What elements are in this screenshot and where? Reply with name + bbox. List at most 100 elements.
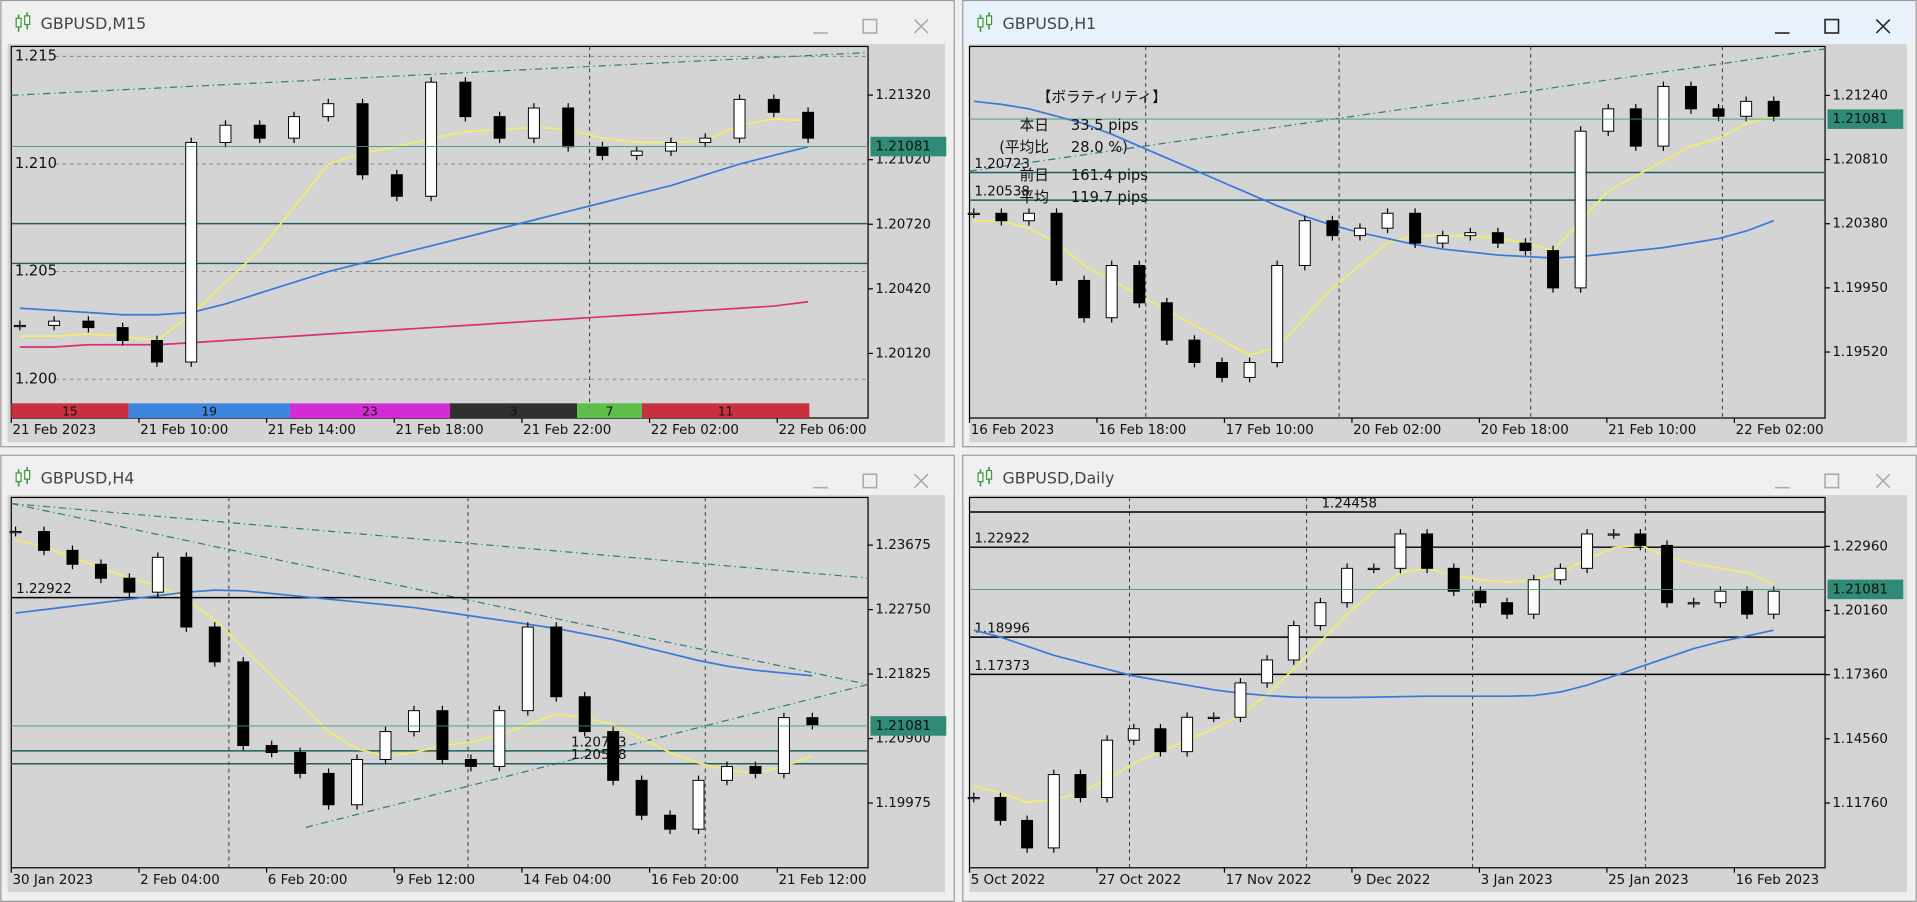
x-tick-label: 21 Feb 22:00 [523, 423, 611, 438]
x-tick-label: 20 Feb 02:00 [1353, 423, 1441, 438]
x-tick-label: 21 Feb 10:00 [1608, 423, 1696, 438]
x-tick-label: 20 Feb 18:00 [1481, 423, 1569, 438]
x-tick-label: 22 Feb 02:00 [651, 423, 739, 438]
x-tick-label: 9 Feb 12:00 [395, 873, 475, 888]
x-tick-label: 21 Feb 2023 [13, 423, 97, 438]
candle [1261, 659, 1274, 684]
candle [459, 81, 472, 118]
candle [1464, 232, 1477, 237]
panel-value: 119.7 pips [1071, 189, 1148, 206]
candle [253, 124, 266, 139]
x-tick-label: 16 Feb 2023 [1736, 873, 1820, 888]
y-tick-label: 1.21320 [875, 88, 931, 103]
candle [777, 717, 790, 774]
chart-area [969, 495, 1907, 893]
window-title: GBPUSD,M15 [41, 14, 147, 33]
moving-average [19, 145, 809, 316]
chart-window: GBPUSD,Daily 1.22960 1.20160 1.17360 1.14560… [962, 454, 1917, 902]
candle [692, 779, 705, 830]
y-tick-label: 1.20160 [1832, 603, 1888, 618]
window-icon [24, 15, 31, 26]
chart-area [7, 44, 946, 443]
y-tick-label: 1.19975 [875, 796, 931, 811]
price-tag-label: 1.21081 [1832, 112, 1888, 127]
close-button[interactable] [1875, 18, 1891, 34]
session-bar [11, 403, 129, 418]
close-button[interactable] [913, 18, 929, 34]
price-tag-label: 1.21081 [875, 140, 931, 155]
candle [1421, 533, 1434, 569]
candle [1216, 362, 1229, 378]
candle [562, 107, 575, 148]
candle [208, 626, 221, 663]
panel-value: 33.5 pips [1071, 117, 1139, 134]
chart-area [7, 495, 946, 893]
candle [436, 710, 449, 760]
x-tick-label: 21 Feb 14:00 [268, 423, 356, 438]
candle [967, 212, 980, 215]
x-tick-label: 5 Oct 2022 [971, 873, 1046, 888]
candle [1021, 819, 1034, 849]
candle [1022, 212, 1035, 222]
candle [1287, 625, 1300, 661]
y-tick-label: 1.20120 [875, 346, 931, 361]
price-tag-label: 1.21081 [1832, 582, 1888, 597]
candle [699, 137, 712, 143]
trend-line [305, 683, 869, 829]
panel-label: 平均 [1020, 189, 1049, 206]
maximize-button[interactable] [1824, 18, 1840, 34]
candle [1326, 220, 1339, 237]
level-label: 1.215 [15, 47, 57, 64]
panel-value: 28.0 %) [1071, 139, 1128, 156]
y-tick-label: 1.21825 [875, 667, 931, 682]
candle [1554, 567, 1567, 581]
level-label-bg [12, 263, 55, 279]
maximize-button[interactable] [862, 18, 878, 34]
candle [1243, 362, 1256, 378]
panel-heading: 【ボラティリティ】 [1037, 89, 1167, 106]
candle [1409, 212, 1422, 244]
candle [150, 340, 163, 363]
level-label: 1.24458 [1322, 496, 1378, 511]
session-count: 15 [62, 404, 78, 418]
candle [322, 772, 335, 806]
x-tick-label: 17 Feb 10:00 [1226, 423, 1314, 438]
candle [1101, 739, 1114, 798]
level-label: 1.210 [15, 155, 57, 172]
candle [1712, 108, 1725, 117]
price-tag [1827, 109, 1904, 129]
candle [1074, 774, 1087, 798]
y-tick-label: 1.11760 [1832, 796, 1888, 811]
maximize-button[interactable] [862, 473, 878, 489]
candle [607, 731, 620, 781]
candle [635, 779, 648, 816]
candle [749, 765, 762, 774]
candle [1447, 567, 1460, 592]
candle [1519, 242, 1532, 252]
x-tick-label: 25 Jan 2023 [1608, 873, 1689, 888]
window-title: GBPUSD,H1 [1003, 14, 1097, 33]
trend-line [969, 48, 1826, 172]
close-button[interactable] [913, 473, 929, 489]
candle [356, 103, 369, 176]
close-button[interactable] [1875, 473, 1891, 489]
candle [1767, 590, 1780, 615]
x-tick-label: 22 Feb 02:00 [1736, 423, 1824, 438]
candle [185, 141, 198, 363]
price-tag-label: 1.21081 [875, 719, 931, 734]
candle [733, 98, 746, 139]
level-label-bg [12, 47, 55, 64]
candle [1657, 85, 1670, 147]
level-label: 1.20723 [974, 157, 1030, 172]
candle [1574, 130, 1587, 289]
x-tick-label: 9 Dec 2022 [1353, 873, 1430, 888]
candle [1314, 602, 1327, 627]
maximize-button[interactable] [1824, 473, 1840, 489]
candle [664, 814, 677, 830]
candle [351, 758, 364, 806]
moving-average [973, 100, 1775, 259]
session-bar [450, 403, 578, 418]
window-icon [977, 17, 984, 28]
